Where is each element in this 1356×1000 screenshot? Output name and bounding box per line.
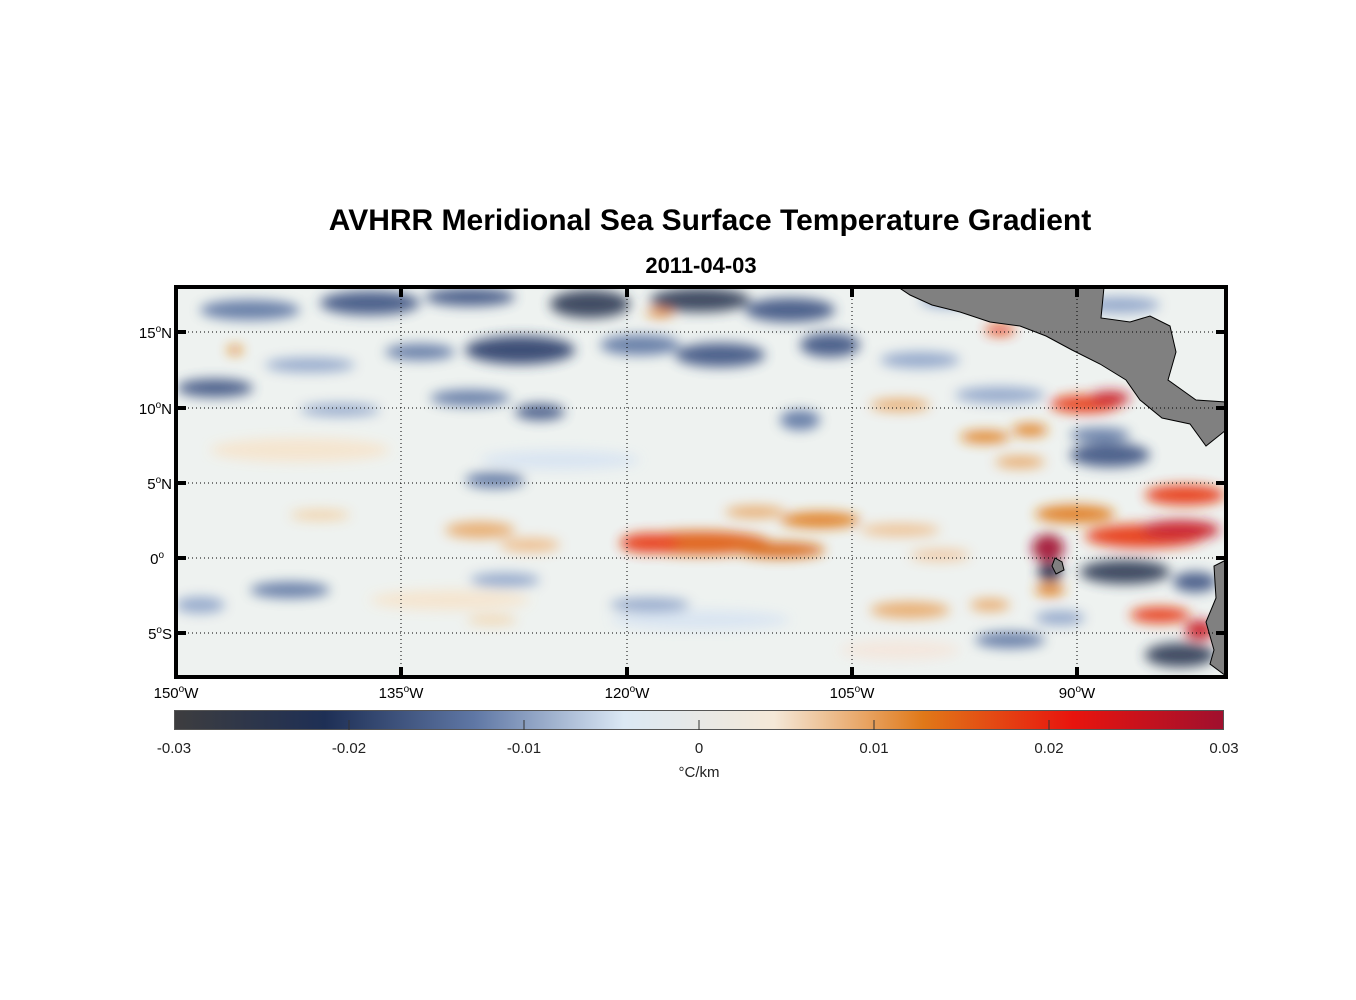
south-america-land — [1205, 559, 1227, 677]
graticule — [176, 287, 1226, 677]
colorbar-unit-label: °C/km — [678, 764, 720, 781]
lon-label-135w: 135oW — [378, 684, 424, 702]
lat-label-10n: 10oN — [138, 400, 172, 418]
colorbar-tick-label: 0.02 — [1034, 740, 1064, 757]
lat-label-5n: 5oN — [147, 475, 172, 493]
lon-label-120w: 120oW — [604, 684, 650, 702]
lat-label-15n: 15oN — [138, 324, 172, 342]
colorbar-tick-label: -0.03 — [156, 740, 192, 757]
lat-label-5s: 5oS — [148, 625, 172, 643]
lon-label-150w: 150oW — [153, 684, 199, 702]
lat-label-0: 0o — [150, 550, 164, 568]
colorbar-tick-label: -0.02 — [331, 740, 367, 757]
colorbar-tick-label: 0.01 — [859, 740, 889, 757]
land-masses — [896, 286, 1227, 677]
gradient-field — [176, 288, 1225, 667]
central-america-land — [896, 286, 1227, 447]
colorbar-tick-label: -0.01 — [506, 740, 542, 757]
colorbar-tick-label: 0 — [694, 740, 704, 757]
tick-marks — [176, 287, 1226, 677]
colorbar-tick-label: 0.03 — [1209, 740, 1239, 757]
galapagos-islands — [1051, 557, 1065, 575]
lon-label-105w: 105oW — [829, 684, 875, 702]
figure-title: AVHRR Meridional Sea Surface Temperature… — [328, 204, 1092, 237]
lon-label-90w: 90oW — [1058, 684, 1096, 702]
figure-subtitle: 2011-04-03 — [645, 253, 757, 278]
